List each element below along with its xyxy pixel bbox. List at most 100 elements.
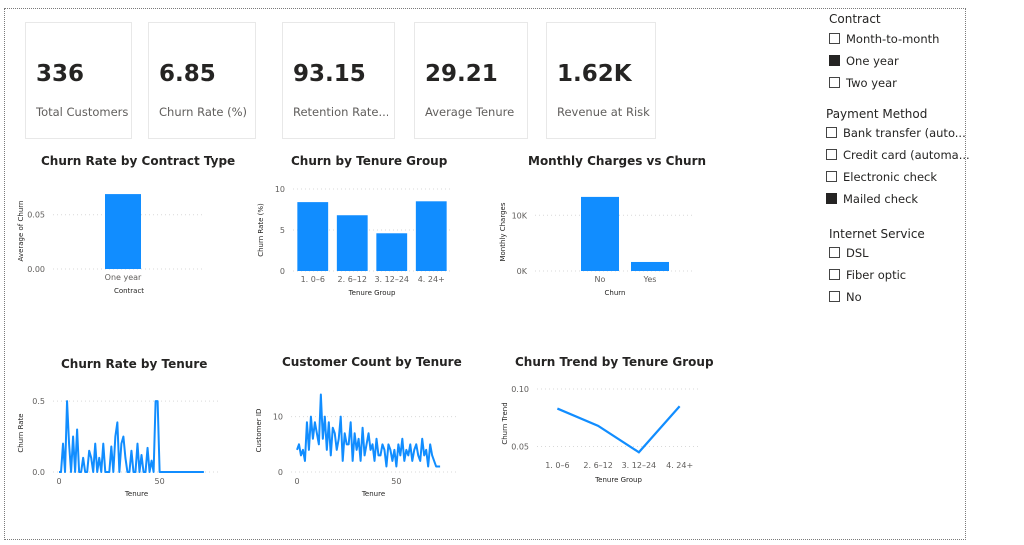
option-label: Bank transfer (auto... <box>843 126 966 140</box>
x-tick-label: 4. 24+ <box>666 461 693 470</box>
slicer-option-electronic-check[interactable]: Electronic check <box>826 170 937 186</box>
x-tick-label: 3. 12–24 <box>374 275 409 284</box>
slicer-option-dsl[interactable]: DSL <box>829 246 869 262</box>
checkbox-icon[interactable] <box>829 33 840 44</box>
kpi-card-revenue-at-risk[interactable]: 1.62K Revenue at Risk <box>546 22 656 139</box>
series-line <box>296 393 441 468</box>
y-axis-label: Churn Rate (%) <box>257 203 265 257</box>
chart-title-tenure-group: Churn by Tenure Group <box>291 154 448 168</box>
x-axis-label: Tenure Group <box>594 476 642 484</box>
bar <box>105 194 141 269</box>
checkbox-icon[interactable] <box>826 149 837 160</box>
option-label: One year <box>846 54 899 68</box>
y-tick-label: 10 <box>273 413 283 422</box>
option-label: Fiber optic <box>846 268 907 282</box>
slicer-option-bank-transfer[interactable]: Bank transfer (auto... <box>826 126 966 142</box>
option-label: Electronic check <box>843 170 938 184</box>
checkbox-checked-icon[interactable] <box>829 55 840 66</box>
x-axis-label: Tenure <box>361 490 385 498</box>
kpi-value: 336 <box>36 61 85 87</box>
slicer-title-contract: Contract <box>829 12 881 26</box>
slicer-option-one-year[interactable]: One year <box>829 54 899 70</box>
x-tick-label: One year <box>105 273 142 282</box>
chart-title-monthly-charges: Monthly Charges vs Churn <box>528 154 707 168</box>
checkbox-icon[interactable] <box>829 291 840 302</box>
y-tick-label: 0 <box>280 267 285 276</box>
x-tick-label: 0 <box>56 477 61 486</box>
y-tick-label: 10 <box>275 185 285 194</box>
kpi-card-churn-rate[interactable]: 6.85 Churn Rate (%) <box>148 22 256 139</box>
slicer-option-no[interactable]: No <box>829 290 862 306</box>
kpi-label: Retention Rate... <box>293 105 388 119</box>
y-tick-label: 0.5 <box>32 397 45 406</box>
x-axis-label: Contract <box>114 287 144 295</box>
chart-monthly-charges-vs-churn[interactable]: 0K 10K Monthly Charges Churn No Yes <box>485 171 725 301</box>
x-tick-label: 1. 0–6 <box>545 461 569 470</box>
chart-title-contract: Churn Rate by Contract Type <box>41 154 236 168</box>
kpi-label: Revenue at Risk <box>557 105 650 119</box>
chart-title-customer-count: Customer Count by Tenure <box>282 355 462 369</box>
option-label: Mailed check <box>843 192 919 206</box>
bar <box>415 201 447 271</box>
y-tick-label: 0K <box>517 267 528 276</box>
chart-customer-count-by-tenure[interactable]: 0 10 Customer ID Tenure 0 50 <box>241 374 481 504</box>
y-tick-label: 0 <box>278 468 283 477</box>
bar <box>336 215 368 271</box>
slicer-option-month-to-month[interactable]: Month-to-month <box>829 32 939 48</box>
kpi-card-retention-rate[interactable]: 93.15 Retention Rate... <box>282 22 395 139</box>
x-axis-label: Churn <box>605 289 626 297</box>
option-label: DSL <box>846 246 869 260</box>
checkbox-icon[interactable] <box>829 77 840 88</box>
x-tick-label: Yes <box>643 275 657 284</box>
checkbox-icon[interactable] <box>829 269 840 280</box>
slicer-option-fiber-optic[interactable]: Fiber optic <box>829 268 906 284</box>
checkbox-checked-icon[interactable] <box>826 193 837 204</box>
kpi-label: Average Tenure <box>425 105 515 119</box>
option-label: No <box>846 290 862 304</box>
kpi-card-average-tenure[interactable]: 29.21 Average Tenure <box>414 22 528 139</box>
x-tick-label: 50 <box>391 477 401 486</box>
report-canvas: 336 Total Customers 6.85 Churn Rate (%) … <box>4 8 966 540</box>
y-tick-label: 10K <box>512 211 528 220</box>
chart-title-churn-trend: Churn Trend by Tenure Group <box>515 355 714 369</box>
x-axis-label: Tenure Group <box>348 289 396 297</box>
slicer-title-payment-method: Payment Method <box>826 107 928 121</box>
slicer-option-two-year[interactable]: Two year <box>829 76 897 92</box>
x-tick-label: 2. 6–12 <box>338 275 367 284</box>
x-tick-label: 2. 6–12 <box>583 461 612 470</box>
slicer-option-mailed-check[interactable]: Mailed check <box>826 192 918 208</box>
y-tick-label: 0.0 <box>32 468 45 477</box>
series-line <box>556 405 681 454</box>
kpi-label: Total Customers <box>36 105 129 119</box>
y-tick-label: 0.05 <box>27 211 45 220</box>
y-axis-label: Customer ID <box>255 409 263 453</box>
x-tick-label: 4. 24+ <box>418 275 445 284</box>
kpi-value: 1.62K <box>557 61 632 87</box>
x-tick-label: 3. 12–24 <box>622 461 657 470</box>
x-tick-label: 1. 0–6 <box>301 275 325 284</box>
bar <box>376 233 408 271</box>
chart-churn-rate-by-tenure[interactable]: 0.0 0.5 Churn Rate Tenure 0 50 <box>5 374 245 504</box>
checkbox-icon[interactable] <box>826 171 837 182</box>
kpi-value: 29.21 <box>425 61 498 87</box>
bar <box>631 261 669 271</box>
y-tick-label: 0.05 <box>511 443 529 452</box>
chart-churn-by-tenure-group[interactable]: 0 5 10 Churn Rate (%) Tenure Group 1. 0–6 2. 6… <box>241 171 481 301</box>
kpi-card-total-customers[interactable]: 336 Total Customers <box>25 22 132 139</box>
slicer-title-internet-service: Internet Service <box>829 227 925 241</box>
option-label: Credit card (automa... <box>843 148 970 162</box>
kpi-value: 6.85 <box>159 61 216 87</box>
y-axis-label: Monthly Charges <box>499 202 507 261</box>
y-axis-label: Churn Rate <box>17 413 25 452</box>
y-axis-label: Churn Trend <box>501 402 509 444</box>
checkbox-icon[interactable] <box>826 127 837 138</box>
option-label: Month-to-month <box>846 32 940 46</box>
bar <box>297 202 329 271</box>
x-tick-label: No <box>595 275 606 284</box>
slicer-option-credit-card[interactable]: Credit card (automa... <box>826 148 970 164</box>
checkbox-icon[interactable] <box>829 247 840 258</box>
y-axis-label: Average of Churn <box>17 201 25 262</box>
x-tick-label: 50 <box>155 477 165 486</box>
